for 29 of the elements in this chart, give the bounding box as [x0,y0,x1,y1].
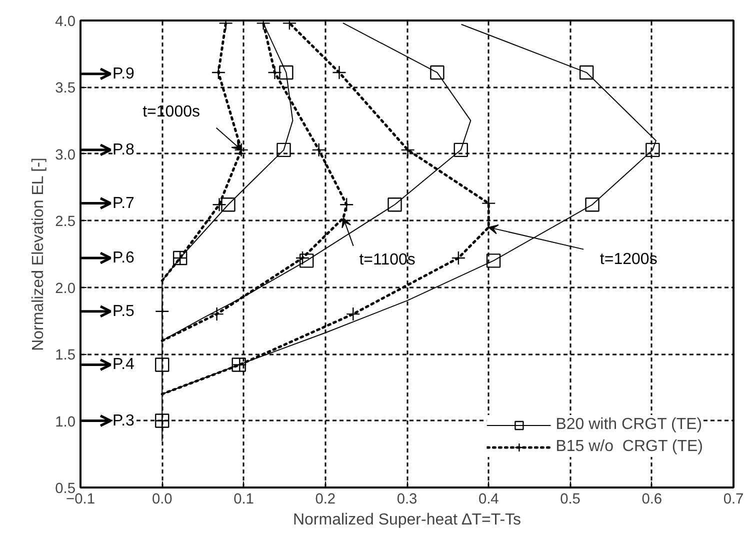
ref-line-label: P.7 [112,194,135,212]
y-tick-label: 4.0 [55,14,76,30]
x-tick-label: 0.5 [560,492,580,508]
annotation: t=1200s [600,250,658,268]
y-tick-label: 3.5 [55,80,76,97]
x-tick-label: 0.2 [315,492,336,508]
y-tick-label: 2.0 [55,280,76,297]
ref-line-label: P.3 [112,412,135,430]
x-tick-label: 0.6 [642,492,662,508]
y-axis-title: Normalized Elevation EL [-] [30,158,48,351]
y-tick-label: 2.5 [55,214,76,230]
y-tick-label: 1.5 [55,348,76,364]
ref-line-label: P.6 [112,250,135,267]
x-axis-title: Normalized Super-heat ∆T=T-Ts [292,512,522,528]
legend-label: B15 w/o CRGT (TE) [556,438,703,456]
x-tick-label: 0.7 [723,492,744,508]
legend-label: B20 with CRGT (TE) [556,416,702,434]
annotation: t=1000s [142,103,200,120]
ref-line-label: P.5 [112,302,135,320]
ref-line-label: P.9 [112,65,135,82]
x-tick-label: 0.3 [396,492,418,508]
y-tick-label: 3.0 [55,147,76,164]
y-tick-label: 1.0 [55,414,76,430]
ref-line-label: P.4 [112,356,135,374]
annotation: t=1100s [359,251,416,268]
ref-line-label: P.8 [112,141,135,158]
x-tick-label: 0.1 [234,492,254,508]
x-tick-label: 0.0 [152,492,172,508]
x-tick-label: 0.4 [478,492,499,508]
